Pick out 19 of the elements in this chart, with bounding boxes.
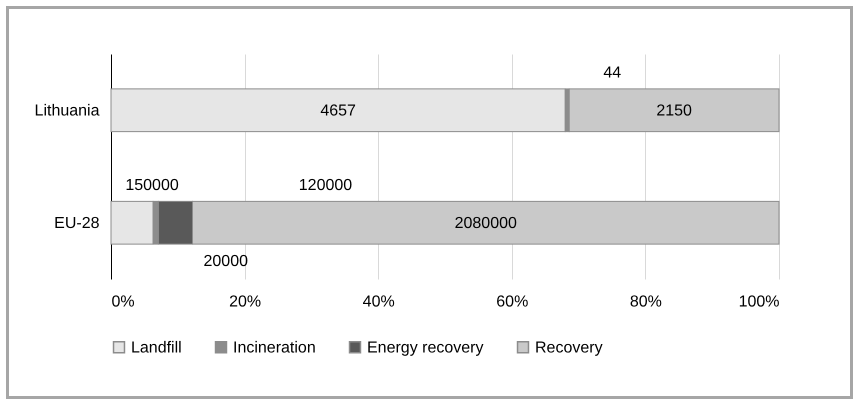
annotation: 4657: [320, 102, 356, 120]
x-tick-label: 0%: [112, 294, 135, 310]
legend-label: Recovery: [535, 339, 603, 356]
annotation: 20000: [204, 252, 248, 270]
x-tick-label: 40%: [362, 294, 395, 310]
legend-label: Landfill: [131, 339, 182, 356]
annotation: 2080000: [454, 214, 517, 232]
annotation: 150000: [125, 176, 179, 194]
annotation: 120000: [298, 176, 352, 194]
x-tick-label: 80%: [630, 294, 662, 310]
y-tick-label: EU-28: [54, 214, 100, 232]
legend-label: Incineration: [233, 339, 316, 356]
legend-label: Energy recovery: [367, 339, 484, 356]
x-tick-label: 20%: [229, 294, 262, 310]
y-tick-label: Lithuania: [34, 102, 100, 120]
x-tick-label: 100%: [738, 294, 780, 310]
annotation: 44: [603, 64, 622, 82]
x-tick-label: 60%: [496, 294, 528, 310]
annotation: 2150: [656, 102, 692, 120]
